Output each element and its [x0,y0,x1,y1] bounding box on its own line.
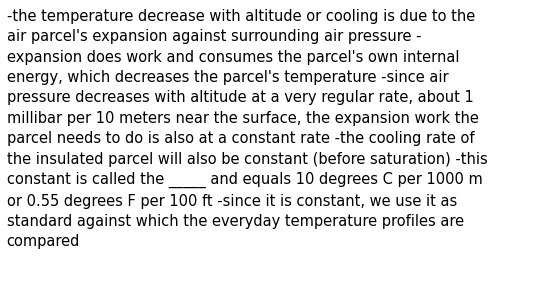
Text: -the temperature decrease with altitude or cooling is due to the
air parcel's ex: -the temperature decrease with altitude … [7,9,488,249]
